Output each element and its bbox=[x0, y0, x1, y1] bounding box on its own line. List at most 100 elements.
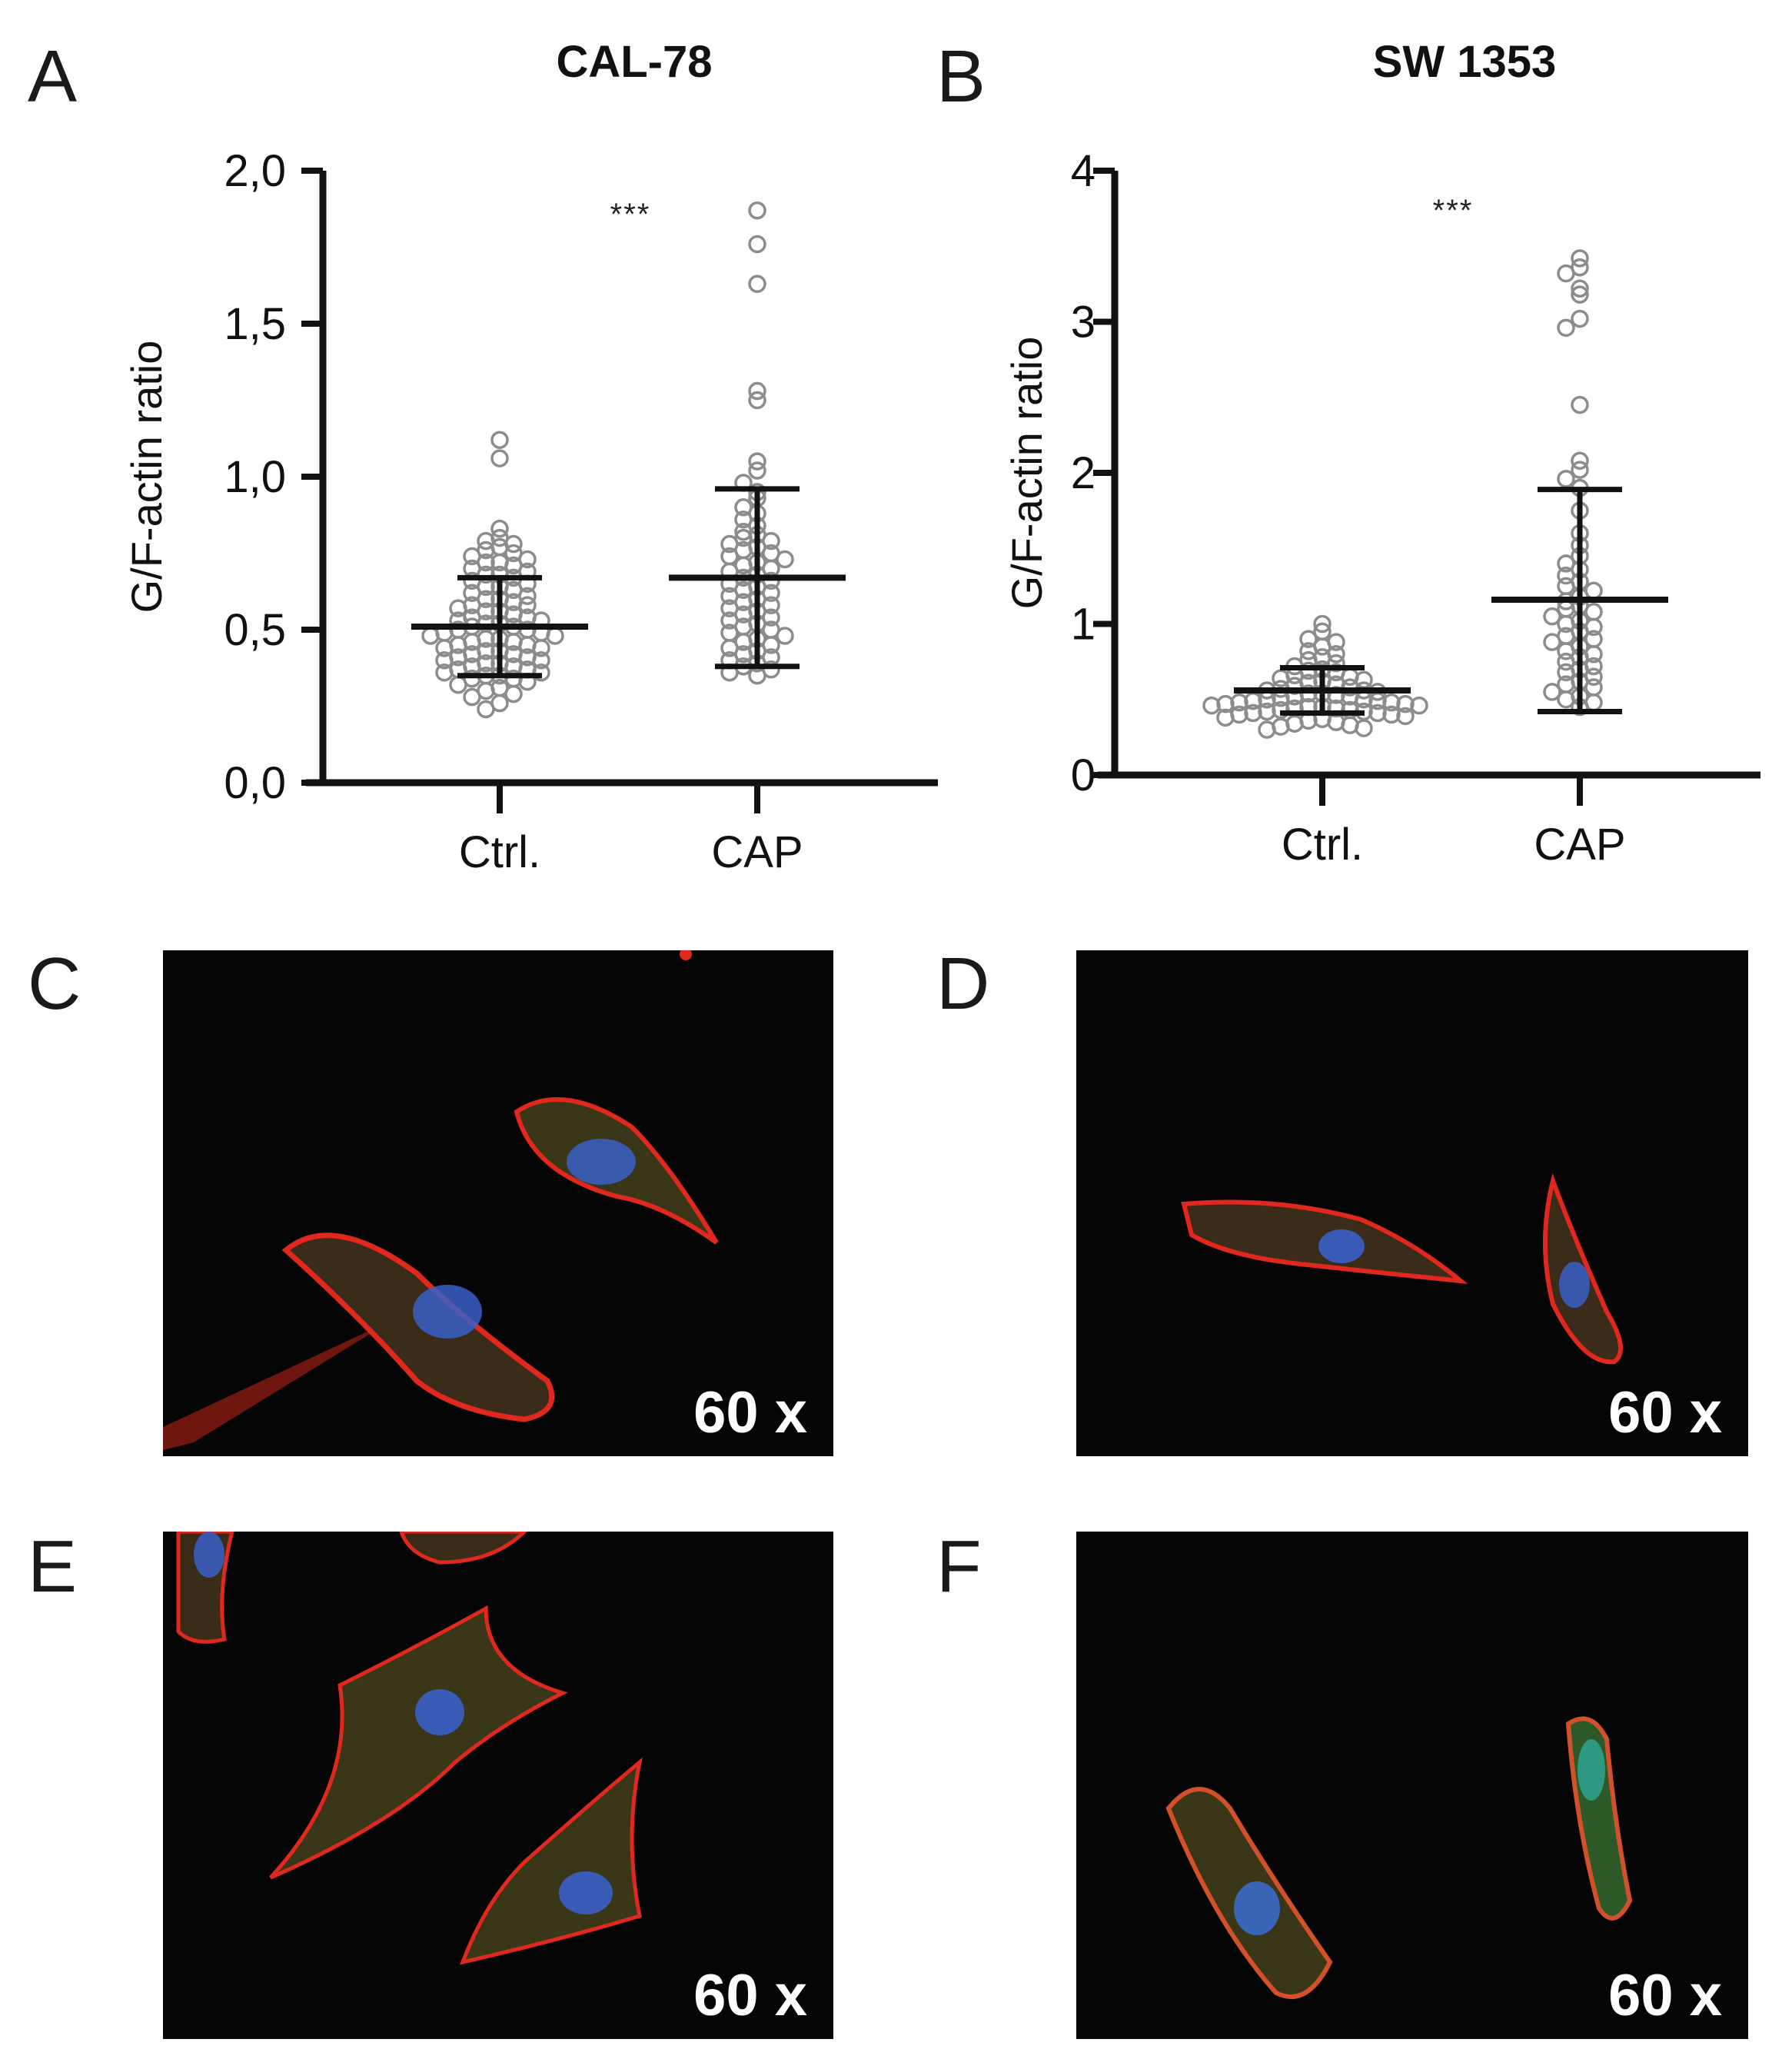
data-point bbox=[504, 684, 523, 704]
data-point bbox=[1584, 603, 1603, 621]
data-point bbox=[1571, 285, 1589, 304]
data-point bbox=[1313, 614, 1332, 634]
data-point bbox=[1382, 705, 1401, 724]
data-point bbox=[435, 651, 454, 670]
y-tick-label: 1 bbox=[1071, 600, 1095, 650]
data-point bbox=[1571, 279, 1589, 298]
significance-label: *** bbox=[610, 198, 651, 231]
x-category-label: Ctrl. bbox=[1282, 820, 1363, 870]
data-point bbox=[477, 700, 495, 719]
data-point bbox=[1299, 630, 1318, 648]
data-point bbox=[435, 663, 454, 682]
y-axis-title: G/F-actin ratio bbox=[1002, 337, 1051, 610]
data-point bbox=[490, 519, 509, 538]
data-point bbox=[1543, 633, 1561, 651]
magnification-label-e: 60 x bbox=[693, 1963, 807, 2028]
chart-sw1353: SW 1353 0 1 2 3 4 G/F-actin ratio *** Ctrl. CAP bbox=[1002, 37, 1760, 870]
data-point bbox=[776, 550, 794, 569]
series-ctrl bbox=[1202, 614, 1428, 739]
data-point bbox=[1327, 699, 1345, 718]
y-tick-label: 3 bbox=[1071, 298, 1095, 348]
data-point bbox=[449, 599, 467, 617]
y-tick-label: 0 bbox=[1071, 750, 1095, 800]
data-point bbox=[1216, 694, 1235, 714]
panel-letter-f: F bbox=[936, 1525, 982, 1608]
data-point bbox=[1258, 702, 1276, 721]
data-point bbox=[1382, 693, 1401, 712]
data-point bbox=[1557, 264, 1575, 283]
panel-letter-d: D bbox=[936, 943, 990, 1025]
data-point bbox=[1396, 694, 1415, 714]
data-point bbox=[1543, 607, 1561, 626]
data-point bbox=[776, 627, 794, 645]
data-point bbox=[1327, 686, 1345, 704]
data-point bbox=[1230, 693, 1248, 712]
y-tick-label: 0,5 bbox=[224, 605, 286, 655]
data-point bbox=[1571, 451, 1589, 471]
data-point bbox=[748, 452, 766, 471]
magnification-label-d: 60 x bbox=[1608, 1380, 1722, 1445]
data-point bbox=[518, 596, 537, 614]
series-cap bbox=[1491, 249, 1668, 717]
data-point bbox=[1557, 470, 1575, 488]
data-point bbox=[1355, 719, 1373, 737]
data-point bbox=[748, 391, 766, 410]
data-point bbox=[1543, 683, 1561, 701]
y-tick-label: 0,0 bbox=[224, 758, 286, 808]
data-point bbox=[449, 675, 467, 694]
data-point bbox=[490, 431, 509, 449]
data-point bbox=[532, 639, 550, 657]
data-point bbox=[1571, 461, 1589, 479]
data-point bbox=[532, 651, 550, 670]
data-point bbox=[1244, 704, 1262, 723]
data-point bbox=[1258, 720, 1276, 739]
data-point bbox=[1396, 707, 1415, 726]
micrograph-f-image bbox=[1165, 1716, 1633, 1999]
y-axis-title: G/F-actin ratio bbox=[122, 341, 171, 614]
data-point bbox=[1571, 249, 1589, 268]
data-point bbox=[1557, 690, 1575, 709]
panel-letter-e: E bbox=[28, 1525, 78, 1608]
data-point bbox=[490, 449, 509, 467]
data-point bbox=[748, 274, 766, 294]
data-point bbox=[463, 687, 481, 707]
y-tick-label: 4 bbox=[1071, 146, 1095, 196]
data-point bbox=[1368, 704, 1387, 723]
charts-svg: CAL-78 0,0 0,5 1,0 1,5 2,0 G/F-actin ratio *** C… bbox=[122, 37, 1760, 877]
data-point bbox=[1216, 708, 1235, 727]
data-point bbox=[748, 461, 766, 480]
data-point bbox=[1584, 678, 1603, 697]
series-cap bbox=[669, 201, 846, 685]
magnification-label-c: 60 x bbox=[693, 1380, 807, 1445]
micrograph-c: 60 x bbox=[163, 950, 833, 1456]
panel-letter-b: B bbox=[936, 35, 986, 118]
chart-cal78: CAL-78 0,0 0,5 1,0 1,5 2,0 G/F-actin ratio *** C… bbox=[122, 37, 938, 877]
micrograph-c-image bbox=[163, 950, 719, 1450]
magnification-label-f: 60 x bbox=[1608, 1963, 1722, 2028]
panel-letter-c: C bbox=[28, 943, 81, 1025]
data-point bbox=[1557, 663, 1575, 682]
y-tick-label: 1,0 bbox=[224, 452, 286, 502]
data-point bbox=[1571, 395, 1589, 414]
data-point bbox=[1571, 309, 1589, 328]
x-category-label: CAP bbox=[1534, 820, 1625, 870]
y-tick-label: 2,0 bbox=[224, 146, 286, 196]
data-point bbox=[1272, 669, 1290, 687]
significance-label: *** bbox=[1433, 194, 1474, 228]
data-point bbox=[532, 663, 550, 682]
data-point bbox=[1557, 652, 1575, 671]
chart-title: SW 1353 bbox=[1373, 37, 1557, 87]
series-ctrl bbox=[411, 431, 588, 719]
micrograph-d: 60 x bbox=[1076, 950, 1748, 1456]
data-point bbox=[1557, 577, 1575, 596]
data-point bbox=[1410, 696, 1428, 715]
micrograph-d-image bbox=[1181, 1173, 1623, 1365]
data-point bbox=[748, 201, 766, 220]
micrograph-e: 60 x bbox=[163, 1532, 833, 2039]
data-point bbox=[1557, 318, 1575, 338]
data-point bbox=[1557, 614, 1575, 634]
x-category-label: CAP bbox=[711, 827, 803, 877]
micrograph-e-image bbox=[176, 1532, 643, 1965]
x-category-label: Ctrl. bbox=[459, 827, 540, 877]
data-point bbox=[748, 235, 766, 254]
